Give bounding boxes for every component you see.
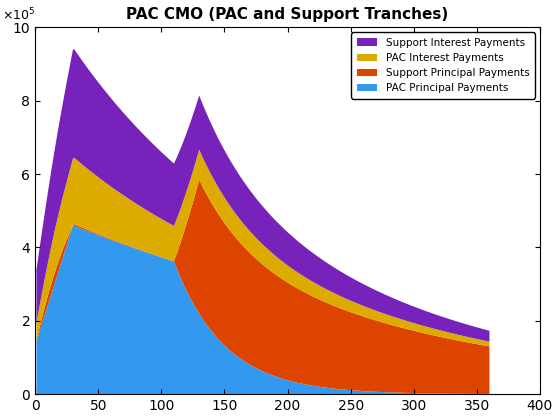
Legend: Support Interest Payments, PAC Interest Payments, Support Principal Payments, PA: Support Interest Payments, PAC Interest … [351,32,535,99]
Text: $\times10^5$: $\times10^5$ [2,7,36,24]
Title: PAC CMO (PAC and Support Tranches): PAC CMO (PAC and Support Tranches) [127,7,449,22]
